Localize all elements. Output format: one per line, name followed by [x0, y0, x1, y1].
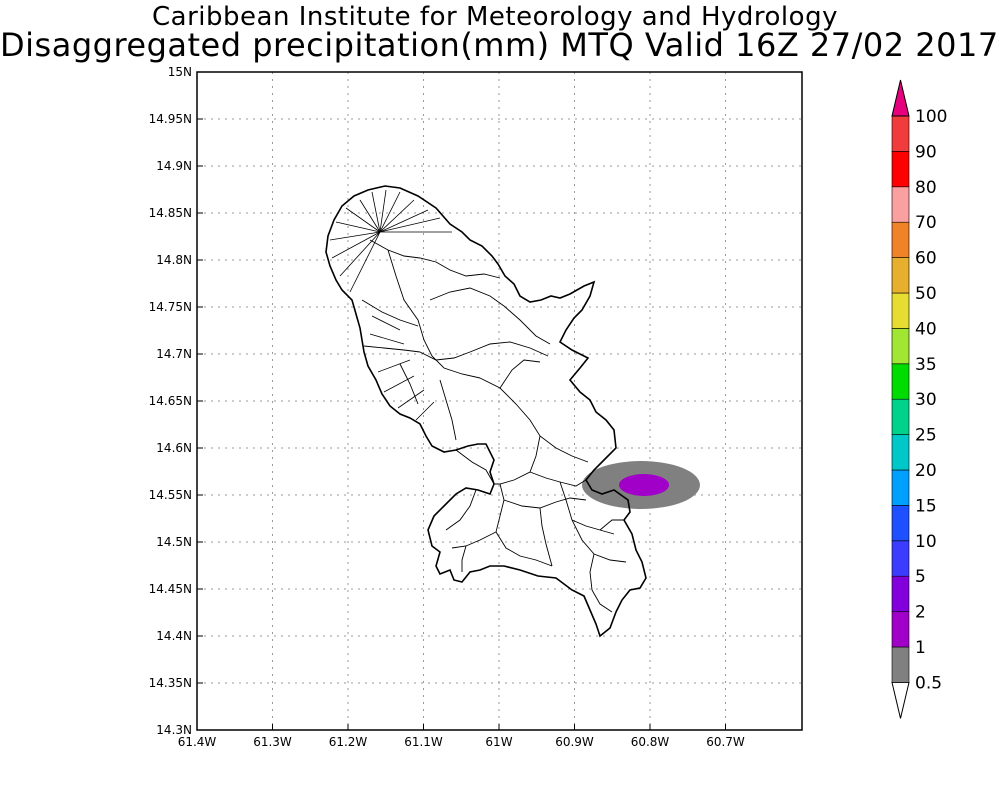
martinique-coastline: [325, 185, 647, 638]
lat-tick-label: 14.9N: [156, 159, 192, 173]
map-frame: [196, 71, 803, 731]
lon-tick-label: 60.8W: [631, 735, 670, 749]
colorbar-swatch: [891, 115, 910, 152]
colorbar-label: 80: [915, 178, 937, 198]
lat-tick-label: 14.75N: [149, 300, 192, 314]
lon-tick-label: 60.9W: [555, 735, 594, 749]
colorbar-label: 1: [915, 638, 926, 658]
lon-tick-label: 61.3W: [253, 735, 292, 749]
colorbar-label: 15: [915, 496, 937, 516]
lat-tick-label: 14.4N: [156, 629, 192, 643]
colorbar-label: 50: [915, 284, 937, 304]
colorbar-swatch: [891, 186, 910, 223]
colorbar-swatch: [891, 363, 910, 400]
colorbar-swatch: [891, 221, 910, 258]
colorbar-swatch: [891, 681, 910, 719]
map-area: [196, 71, 802, 731]
lon-tick-label: 61.2W: [329, 735, 368, 749]
colorbar-swatch: [891, 540, 910, 577]
lat-tick-label: 14.35N: [149, 676, 192, 690]
colorbar-swatch: [891, 79, 910, 117]
colorbar-swatch: [891, 328, 910, 365]
longitude-tick-labels: 61.4W 61.3W 61.2W 61.1W 61W 60.9W 60.8W 60.7W: [178, 735, 745, 749]
lon-tick-label: 60.7W: [706, 735, 745, 749]
colorbar-label: 30: [915, 390, 937, 410]
colorbar-swatch: [891, 434, 910, 471]
lat-tick-label: 14.85N: [149, 206, 192, 220]
precip-area-2mm: [619, 474, 669, 496]
colorbar-label: 20: [915, 461, 937, 481]
colorbar-label: 25: [915, 426, 937, 446]
colorbar-label: 40: [915, 319, 937, 339]
map-gridlines: [196, 71, 802, 731]
lat-tick-label: 14.65N: [149, 394, 192, 408]
colorbar-label: 10: [915, 532, 937, 552]
lat-tick-label: 14.5N: [156, 535, 192, 549]
colorbar-label: 5: [915, 567, 926, 587]
lat-tick-label: 14.95N: [149, 112, 192, 126]
colorbar-swatch: [891, 646, 910, 683]
north-drainage-lines: [329, 189, 452, 421]
latitude-tick-labels: 15N 14.95N 14.9N 14.85N 14.8N 14.75N 14.7N 14.6…: [149, 65, 192, 737]
lon-tick-label: 61.4W: [178, 735, 217, 749]
colorbar-swatch: [891, 469, 910, 506]
colorbar-swatch: [891, 292, 910, 329]
lat-tick-label: 14.45N: [149, 582, 192, 596]
colorbar-swatch: [891, 398, 910, 435]
lat-tick-label: 14.7N: [156, 347, 192, 361]
colorbar-swatch: [891, 151, 910, 188]
map-title-line1: Caribbean Institute for Meteorology and …: [152, 2, 838, 32]
lon-tick-label: 61W: [485, 735, 512, 749]
lat-tick-label: 14.8N: [156, 253, 192, 267]
lat-tick-label: 14.3N: [156, 723, 192, 737]
colorbar-label: 70: [915, 213, 937, 233]
colorbar-label: 0.5: [915, 673, 942, 693]
map-title-line2: Disaggregated precipitation(mm) MTQ Vali…: [0, 26, 999, 64]
colorbar-label: 100: [915, 107, 947, 127]
lat-tick-label: 14.55N: [149, 488, 192, 502]
colorbar-label: 2: [915, 603, 926, 623]
lon-tick-label: 61.1W: [404, 735, 443, 749]
colorbar-label: 35: [915, 355, 937, 375]
lat-tick-label: 15N: [168, 65, 192, 79]
colorbar-swatch: [891, 257, 910, 294]
colorbar-swatch: [891, 575, 910, 612]
colorbar-swatch: [891, 611, 910, 648]
internal-boundaries: [361, 239, 627, 613]
colorbar-swatch: [891, 505, 910, 542]
lat-tick-label: 14.6N: [156, 441, 192, 455]
colorbar-label: 60: [915, 249, 937, 269]
colorbar-label: 90: [915, 142, 937, 162]
